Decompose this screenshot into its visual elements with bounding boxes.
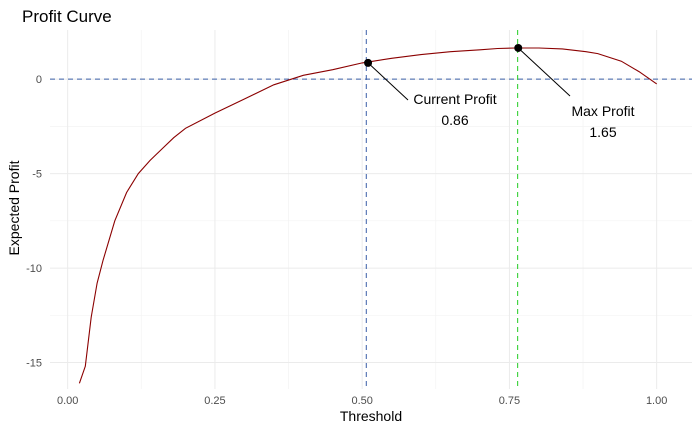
current-profit-point: [364, 58, 373, 67]
y-tick-label: -15: [26, 358, 42, 370]
current-profit-label: Current Profit: [413, 91, 496, 107]
y-tick-label: -10: [26, 263, 42, 275]
reference-lines: [50, 30, 692, 389]
x-tick-label: 0.50: [351, 395, 372, 407]
current-profit-value: 0.86: [441, 112, 468, 128]
profit-curve-line: [78, 47, 658, 384]
y-axis-ticks: -15 -10 -5 0: [26, 74, 42, 369]
x-tick-label: 0.00: [57, 395, 78, 407]
x-tick-label: 0.75: [499, 395, 520, 407]
y-axis-title: Expected Profit: [6, 160, 22, 255]
annotations: Current Profit 0.86 Max Profit 1.65: [364, 43, 635, 140]
max-profit-leader: [517, 47, 571, 97]
current-profit-leader: [367, 62, 409, 101]
x-tick-label: 1.00: [646, 395, 667, 407]
x-tick-label: 0.25: [204, 395, 225, 407]
x-axis-ticks: 0.00 0.25 0.50 0.75 1.00: [57, 395, 667, 407]
y-tick-label: 0: [36, 74, 42, 86]
max-profit-value: 1.65: [589, 124, 616, 140]
chart-title: Profit Curve: [22, 7, 112, 26]
max-profit-label: Max Profit: [571, 103, 634, 119]
grid: [50, 30, 692, 389]
max-profit-point: [514, 43, 523, 52]
x-axis-title: Threshold: [340, 408, 402, 424]
y-tick-label: -5: [32, 169, 42, 181]
